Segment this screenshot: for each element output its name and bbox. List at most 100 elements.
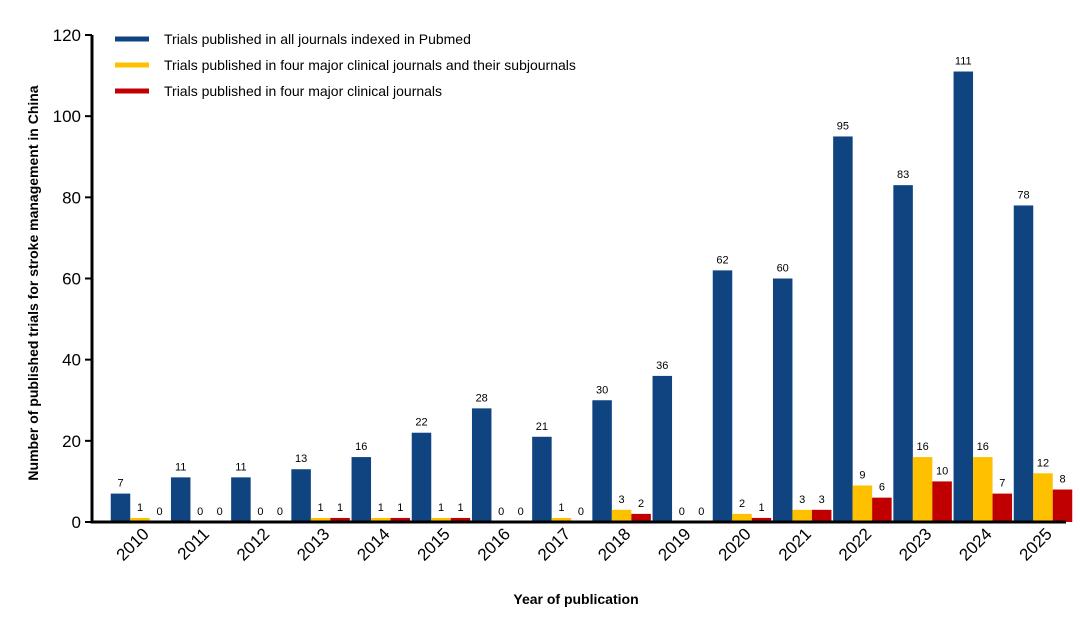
data-label-2024-series-2: 16 bbox=[977, 441, 989, 453]
x-tick-label-2022: 2022 bbox=[835, 524, 875, 564]
bar-2024-series-1 bbox=[953, 71, 974, 523]
legend-swatch-series-3 bbox=[115, 88, 149, 94]
data-label-2024-series-3: 7 bbox=[999, 478, 1005, 490]
data-label-2016-series-2: 0 bbox=[498, 506, 504, 518]
data-label-2025-series-1: 78 bbox=[1017, 189, 1029, 201]
data-label-2012-series-3: 0 bbox=[277, 506, 283, 518]
data-label-2019-series-2: 0 bbox=[679, 506, 685, 518]
data-label-2014-series-3: 1 bbox=[397, 502, 403, 514]
x-tick-label-2019: 2019 bbox=[654, 524, 694, 564]
legend-label-series-3: Trials published in four major clinical … bbox=[164, 83, 442, 99]
bar-2021-series-3 bbox=[811, 509, 832, 522]
bar-2023-series-1 bbox=[893, 185, 913, 522]
data-label-2022-series-2: 9 bbox=[859, 469, 865, 481]
data-label-2010-series-2: 1 bbox=[137, 502, 143, 514]
bar-2022-series-3 bbox=[872, 497, 892, 522]
bar-2011-series-1 bbox=[170, 477, 191, 522]
bar-2015-series-3 bbox=[450, 517, 471, 522]
bar-2023-series-2 bbox=[912, 457, 933, 522]
bar-2022-series-1 bbox=[833, 136, 853, 522]
data-label-2020-series-1: 62 bbox=[716, 254, 728, 266]
y-tick-label-40: 40 bbox=[62, 351, 81, 370]
data-label-2019-series-1: 36 bbox=[656, 360, 668, 372]
data-label-2018-series-3: 2 bbox=[638, 498, 644, 510]
x-tick-label-2010: 2010 bbox=[113, 524, 153, 564]
data-label-2014-series-2: 1 bbox=[378, 502, 384, 514]
bar-2015-series-1 bbox=[411, 432, 432, 522]
data-label-2010-series-1: 7 bbox=[117, 478, 123, 490]
data-label-2023-series-1: 83 bbox=[897, 169, 909, 181]
data-label-2017-series-3: 0 bbox=[578, 506, 584, 518]
y-tick-label-120: 120 bbox=[53, 26, 81, 45]
data-label-2012-series-2: 0 bbox=[257, 506, 263, 518]
x-tick-label-2017: 2017 bbox=[534, 524, 574, 564]
data-label-2011-series-2: 0 bbox=[197, 506, 203, 518]
data-label-2023-series-3: 10 bbox=[936, 465, 948, 477]
data-label-2016-series-3: 0 bbox=[518, 506, 524, 518]
data-label-2023-series-2: 16 bbox=[916, 441, 928, 453]
bar-2019-series-1 bbox=[652, 375, 673, 522]
data-label-2015-series-3: 1 bbox=[457, 502, 463, 514]
data-label-2018-series-2: 3 bbox=[619, 494, 625, 506]
data-label-2013-series-2: 1 bbox=[318, 502, 324, 514]
x-tick-label-2024: 2024 bbox=[955, 524, 995, 564]
data-label-2012-series-1: 11 bbox=[235, 461, 246, 473]
bar-2010-series-1 bbox=[110, 493, 131, 522]
data-label-2015-series-2: 1 bbox=[438, 502, 444, 514]
y-tick-label-80: 80 bbox=[62, 188, 81, 207]
data-label-2024-series-1: 111 bbox=[955, 56, 972, 68]
legend-swatch-series-1 bbox=[115, 36, 149, 42]
x-tick-label-2011: 2011 bbox=[174, 524, 213, 563]
data-label-2025-series-2: 12 bbox=[1037, 457, 1049, 469]
bar-2013-series-3 bbox=[330, 517, 350, 522]
bar-2021-series-2 bbox=[792, 509, 812, 522]
bar-2016-series-1 bbox=[471, 408, 492, 522]
data-label-2011-series-3: 0 bbox=[217, 506, 223, 518]
data-label-2021-series-1: 60 bbox=[777, 263, 789, 275]
data-label-2017-series-2: 1 bbox=[558, 502, 564, 514]
bar-2014-series-1 bbox=[351, 457, 372, 522]
legend-swatch-series-2 bbox=[115, 62, 149, 68]
bar-2020-series-1 bbox=[712, 270, 733, 522]
bar-2022-series-2 bbox=[852, 485, 873, 522]
bar-2025-series-1 bbox=[1013, 205, 1034, 522]
bars-layer bbox=[110, 71, 1073, 523]
bar-2018-series-3 bbox=[631, 513, 651, 522]
bar-2024-series-3 bbox=[992, 493, 1013, 522]
y-tick-label-60: 60 bbox=[62, 270, 81, 289]
bar-2018-series-2 bbox=[611, 509, 632, 522]
y-tick-label-0: 0 bbox=[72, 513, 81, 532]
data-label-2013-series-1: 13 bbox=[295, 453, 307, 465]
data-label-2018-series-1: 30 bbox=[596, 384, 608, 396]
bar-2024-series-2 bbox=[973, 457, 993, 522]
data-label-2022-series-3: 6 bbox=[879, 482, 885, 494]
bar-2015-series-2 bbox=[431, 517, 451, 522]
data-label-2014-series-1: 16 bbox=[355, 441, 367, 453]
x-tick-label-2020: 2020 bbox=[715, 524, 755, 564]
x-ticks-layer: 2010 2011 2012 2013 2014 2015 2016 2017 2018 2019… bbox=[113, 524, 1056, 564]
data-label-2025-series-3: 8 bbox=[1059, 474, 1065, 486]
x-tick-label-2025: 2025 bbox=[1016, 524, 1056, 564]
bar-2010-series-2 bbox=[130, 517, 150, 522]
bar-2025-series-3 bbox=[1052, 489, 1073, 522]
data-label-2021-series-3: 3 bbox=[819, 494, 825, 506]
y-tick-label-100: 100 bbox=[53, 107, 81, 126]
x-tick-label-2018: 2018 bbox=[594, 524, 634, 564]
x-tick-label-2012: 2012 bbox=[233, 524, 273, 564]
legend: Trials published in all journals indexed… bbox=[115, 31, 576, 99]
data-label-2022-series-1: 95 bbox=[837, 120, 849, 132]
legend-label-series-2: Trials published in four major clinical … bbox=[164, 57, 576, 73]
y-tick-label-20: 20 bbox=[62, 432, 81, 451]
data-label-2020-series-2: 2 bbox=[739, 498, 745, 510]
x-tick-label-2023: 2023 bbox=[895, 524, 935, 564]
bar-2013-series-2 bbox=[310, 517, 331, 522]
bar-2020-series-2 bbox=[732, 513, 752, 522]
legend-label-series-1: Trials published in all journals indexed… bbox=[164, 31, 471, 47]
bar-2014-series-2 bbox=[371, 517, 391, 522]
data-label-2010-series-3: 0 bbox=[156, 506, 162, 518]
bar-2014-series-3 bbox=[390, 517, 411, 522]
data-label-2016-series-1: 28 bbox=[476, 392, 488, 404]
y-ticks-layer: 0 20 40 60 80 100 120 bbox=[53, 26, 92, 532]
